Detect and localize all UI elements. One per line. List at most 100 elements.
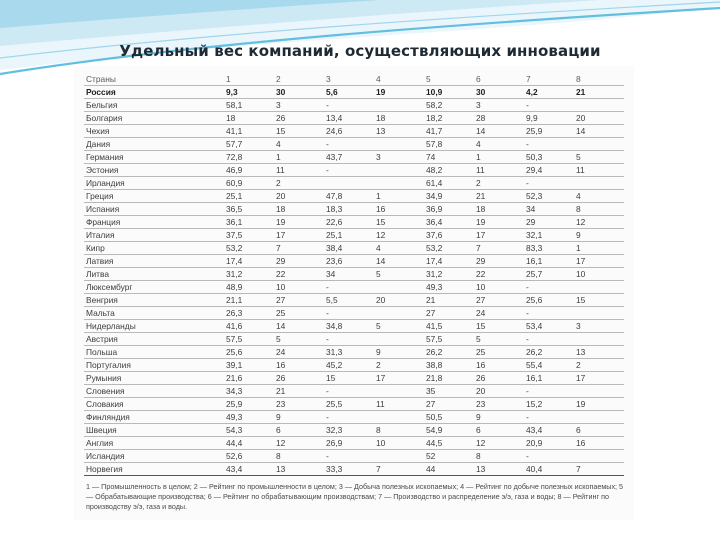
value-cell: [574, 137, 624, 151]
value-cell: 36,1: [224, 215, 274, 229]
value-cell: 17: [574, 371, 624, 385]
value-cell: 20,9: [524, 436, 574, 450]
value-cell: 25,6: [524, 293, 574, 307]
value-cell: [574, 410, 624, 424]
value-cell: -: [324, 98, 374, 112]
table-row: Словакия 25,9 23 25,5 11 27 23 15,2 19: [84, 397, 624, 411]
value-cell: [574, 384, 624, 398]
value-cell: 34,8: [324, 319, 374, 333]
value-cell: 25,1: [224, 189, 274, 203]
value-cell: 11: [274, 163, 324, 177]
value-cell: 25,7: [524, 267, 574, 281]
country-cell: Финляндия: [84, 410, 224, 424]
value-cell: 49,3: [424, 280, 474, 294]
country-cell: Словакия: [84, 397, 224, 411]
country-cell: Испания: [84, 202, 224, 216]
value-cell: -: [324, 410, 374, 424]
value-cell: 41,1: [224, 124, 274, 138]
value-cell: 2: [274, 176, 324, 190]
table-row: Польша 25,6 24 31,3 9 26,2 25 26,2 13: [84, 345, 624, 359]
value-cell: 50,5: [424, 410, 474, 424]
value-cell: 10: [374, 436, 424, 450]
table-row: Эстония 46,9 11-48,2 11 29,4 11: [84, 163, 624, 177]
value-cell: 36,5: [224, 202, 274, 216]
value-cell: 2: [474, 176, 524, 190]
value-cell: 53,4: [524, 319, 574, 333]
value-cell: [324, 176, 374, 190]
value-cell: [574, 176, 624, 190]
value-cell: 13,4: [324, 111, 374, 125]
value-cell: 28: [474, 111, 524, 125]
value-cell: 43,4: [524, 423, 574, 437]
value-cell: 9: [574, 228, 624, 242]
value-cell: 22: [274, 267, 324, 281]
country-cell: Бельгия: [84, 98, 224, 112]
value-cell: 1: [574, 241, 624, 255]
value-cell: 21,1: [224, 293, 274, 307]
value-cell: 37,6: [424, 228, 474, 242]
value-cell: 11: [474, 163, 524, 177]
value-cell: [374, 384, 424, 398]
country-cell: Франция: [84, 215, 224, 229]
value-cell: 16: [574, 436, 624, 450]
value-cell: [574, 332, 624, 346]
value-cell: 17: [274, 228, 324, 242]
value-cell: 4: [574, 189, 624, 203]
value-cell: 26: [274, 111, 324, 125]
value-cell: 34: [524, 202, 574, 216]
value-cell: 13: [374, 124, 424, 138]
value-cell: 26,2: [524, 345, 574, 359]
value-cell: 41,7: [424, 124, 474, 138]
value-cell: 26,2: [424, 345, 474, 359]
value-cell: 20: [574, 111, 624, 125]
value-cell: 4: [474, 137, 524, 151]
value-cell: 44: [424, 462, 474, 476]
value-cell: 7: [574, 462, 624, 476]
value-cell: 3: [574, 319, 624, 333]
value-cell: 3: [374, 150, 424, 164]
country-cell: Австрия: [84, 332, 224, 346]
country-cell: Португалия: [84, 358, 224, 372]
value-cell: 33,3: [324, 462, 374, 476]
country-cell: Венгрия: [84, 293, 224, 307]
table-row: Англия 44,4 12 26,9 10 44,5 12 20,9 16: [84, 436, 624, 450]
table-row: Австрия 57,5 5-57,5 5-: [84, 332, 624, 346]
value-cell: 1: [474, 150, 524, 164]
value-cell: 15: [324, 371, 374, 385]
table-row: Словения 34,3 21-35 20-: [84, 384, 624, 398]
value-cell: 25: [474, 345, 524, 359]
value-cell: 19: [274, 215, 324, 229]
value-cell: 6: [574, 423, 624, 437]
value-cell: 4: [274, 137, 324, 151]
value-cell: [374, 137, 424, 151]
value-cell: 5: [374, 319, 424, 333]
value-cell: 25: [274, 306, 324, 320]
table-row: Венгрия 21,1 27 5,5 20 21 27 25,6 15: [84, 293, 624, 307]
value-cell: 20: [374, 293, 424, 307]
value-cell: 32,1: [524, 228, 574, 242]
value-cell: 10: [474, 280, 524, 294]
table-footnote: 1 — Промышленность в целом; 2 — Рейтинг …: [86, 482, 624, 511]
value-cell: -: [524, 137, 574, 151]
value-cell: 2: [574, 358, 624, 372]
column-header-6: 6: [474, 73, 524, 86]
value-cell: 58,1: [224, 98, 274, 112]
value-cell: 52,3: [524, 189, 574, 203]
value-cell: [374, 449, 424, 463]
value-cell: [374, 332, 424, 346]
value-cell: 36,9: [424, 202, 474, 216]
value-cell: 19: [374, 85, 424, 99]
value-cell: 24: [474, 306, 524, 320]
value-cell: 60,9: [224, 176, 274, 190]
value-cell: -: [524, 332, 574, 346]
value-cell: 57,5: [224, 332, 274, 346]
value-cell: 27: [474, 293, 524, 307]
country-cell: Ирландия: [84, 176, 224, 190]
table-row: Литва 31,2 22 34 5 31,2 22 25,7 10: [84, 267, 624, 281]
value-cell: 41,6: [224, 319, 274, 333]
column-header-country: Страны: [84, 73, 224, 86]
value-cell: 30: [474, 85, 524, 99]
table-row: Бельгия 58,1 3-58,2 3-: [84, 98, 624, 112]
value-cell: -: [324, 137, 374, 151]
value-cell: 15: [574, 293, 624, 307]
